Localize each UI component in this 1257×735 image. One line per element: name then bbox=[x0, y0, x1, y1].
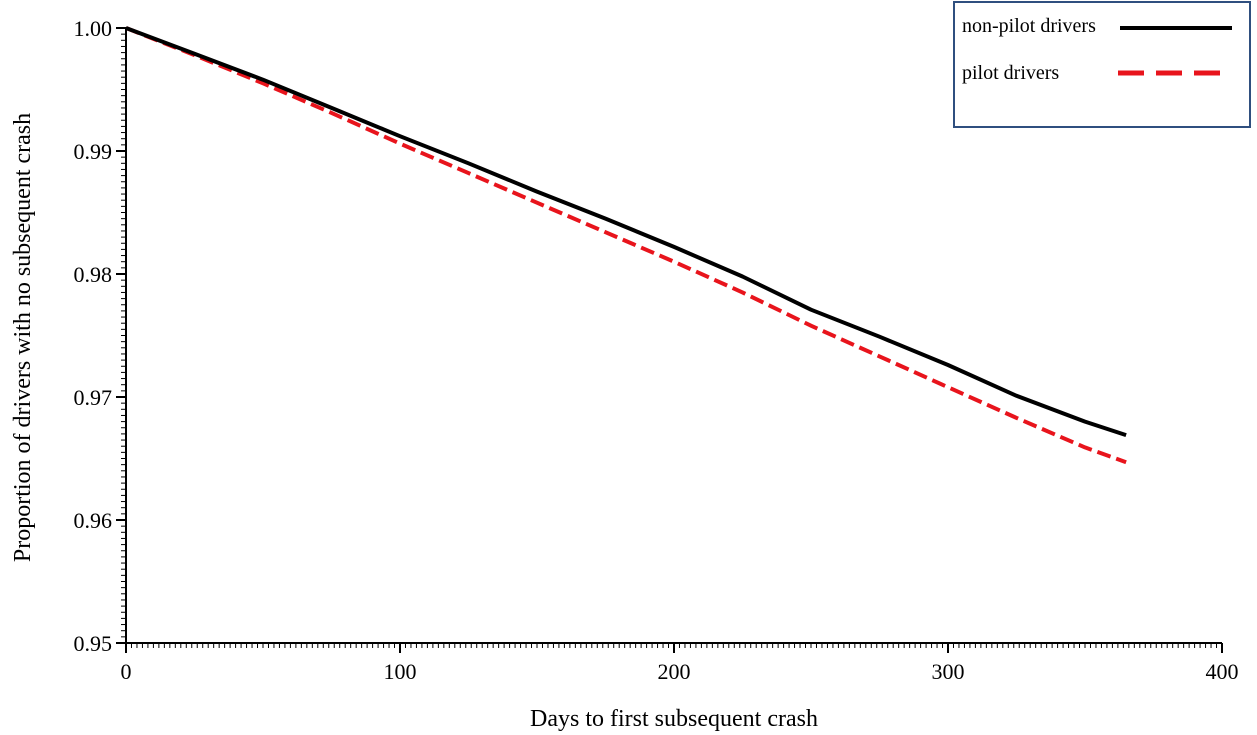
legend-box bbox=[953, 1, 1251, 128]
x-tick-label: 100 bbox=[384, 659, 417, 684]
axes: 0 100 200 300 400 0.95 0.96 0.97 0.98 0.99 1.00 bbox=[74, 16, 1239, 684]
y-axis-title: Proportion of drivers with no subsequent… bbox=[10, 113, 36, 562]
y-tick-label: 0.95 bbox=[74, 631, 113, 656]
y-tick-label: 1.00 bbox=[74, 16, 113, 41]
y-tick-label: 0.96 bbox=[74, 508, 113, 533]
y-tick-label: 0.98 bbox=[74, 262, 113, 287]
y-tick-label: 0.97 bbox=[74, 385, 113, 410]
x-tick-label: 400 bbox=[1206, 659, 1239, 684]
series-line-pilot bbox=[125, 26, 1127, 465]
series-line-non-pilot bbox=[125, 26, 1127, 438]
x-tick-label: 200 bbox=[658, 659, 691, 684]
legend: non-pilot drivers pilot drivers bbox=[953, 1, 1251, 128]
x-tick-label: 300 bbox=[932, 659, 965, 684]
x-tick-label: 0 bbox=[121, 659, 132, 684]
y-tick-label: 0.99 bbox=[74, 139, 113, 164]
legend-label-non-pilot: non-pilot drivers bbox=[962, 15, 1096, 37]
x-axis-title: Days to first subsequent crash bbox=[530, 706, 818, 732]
legend-label-pilot: pilot drivers bbox=[962, 62, 1059, 84]
plot-area bbox=[125, 26, 1127, 465]
